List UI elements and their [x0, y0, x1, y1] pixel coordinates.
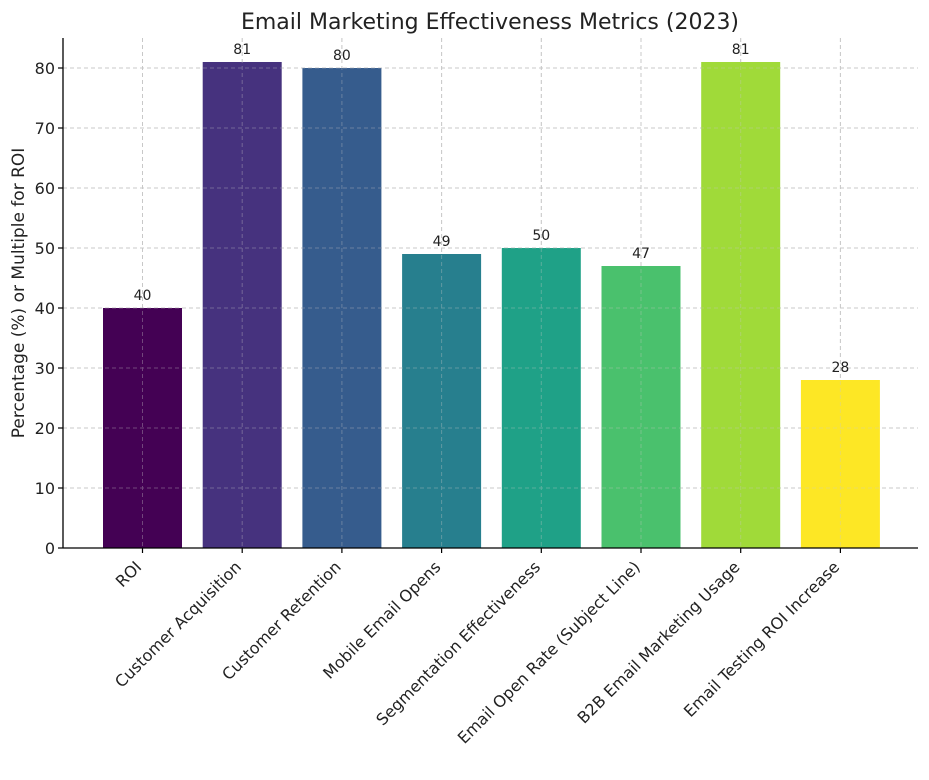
y-tick-label: 20	[35, 419, 55, 438]
bars	[63, 38, 918, 549]
data-label: 81	[233, 42, 251, 58]
bar	[302, 68, 382, 548]
y-tick-label: 80	[35, 59, 55, 78]
y-tick-label: 40	[35, 299, 55, 318]
x-tick-label: B2B Email Marketing Usage	[574, 557, 744, 727]
data-labels: 40 81 80 49 50 47 81 28	[134, 42, 850, 376]
data-label: 28	[831, 360, 849, 376]
data-label: 80	[333, 48, 351, 64]
y-tick-label: 60	[35, 179, 55, 198]
x-tick-label: Email Open Rate (Subject Line)	[454, 557, 644, 747]
y-tick-label: 30	[35, 359, 55, 378]
bar	[800, 380, 880, 548]
bar	[202, 62, 282, 548]
bar	[701, 62, 781, 548]
axes	[62, 38, 918, 549]
y-tick-label: 70	[35, 119, 55, 138]
x-tick-label: Segmentation Effectiveness	[372, 557, 544, 729]
gridlines-over-bars	[63, 38, 918, 549]
y-axis-ticks: 0 10 20 30 40 50 60 70 80	[35, 59, 63, 558]
gridlines	[63, 38, 918, 549]
data-label: 49	[433, 234, 451, 250]
bar	[402, 254, 482, 548]
data-label: 50	[532, 228, 550, 244]
y-tick-label: 10	[35, 479, 55, 498]
bar	[501, 248, 581, 548]
data-label: 81	[732, 42, 750, 58]
bar	[103, 308, 182, 548]
data-label: 47	[632, 246, 650, 262]
bar	[601, 266, 681, 548]
chart-title: Email Marketing Effectiveness Metrics (2…	[241, 10, 739, 35]
y-tick-label: 50	[35, 239, 55, 258]
x-tick-label: ROI	[112, 557, 146, 591]
y-tick-label: 0	[45, 539, 55, 558]
data-label: 40	[134, 288, 152, 304]
y-axis-label: Percentage (%) or Multiple for ROI	[9, 148, 29, 439]
